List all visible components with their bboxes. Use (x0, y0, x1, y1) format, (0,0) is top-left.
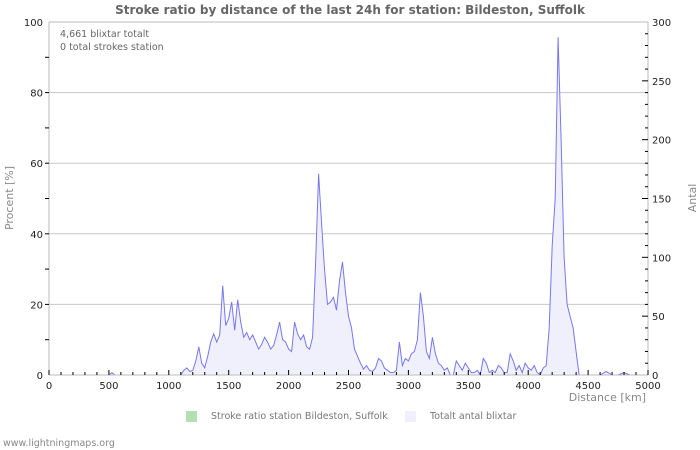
footer-link[interactable]: www.lightningmaps.org (3, 438, 115, 449)
legend-label: Stroke ratio station Bildeston, Suffolk (211, 411, 388, 422)
axis-ticks: 0 500 1000 1500 2000 2500 3000 3500 4000 4500 5000… (24, 18, 671, 392)
right-axis-title: Antal (686, 184, 699, 213)
data-area-total-strokes (49, 37, 648, 377)
right-tick-label: 200 (652, 136, 671, 147)
legend-item-total-strokes[interactable]: Totalt antal blixtar (405, 411, 516, 422)
x-axis-title: Distance [km] (569, 391, 646, 404)
legend-label: Totalt antal blixtar (430, 411, 517, 422)
station-strokes-info: 0 total strokes station (60, 42, 164, 53)
left-tick-label: 80 (30, 89, 43, 100)
x-tick-label: 4500 (575, 381, 600, 392)
x-tick-label: 2500 (336, 381, 361, 392)
left-tick-label: 40 (30, 230, 43, 241)
right-tick-label: 250 (652, 77, 671, 88)
legend-item-station-ratio[interactable]: Stroke ratio station Bildeston, Suffolk (186, 411, 388, 422)
total-strikes-info: 4,661 blixtar totalt (60, 29, 149, 40)
left-tick-label: 60 (30, 159, 43, 170)
x-tick-label: 1000 (156, 381, 181, 392)
right-tick-label: 50 (652, 312, 665, 323)
x-tick-label: 5000 (635, 381, 660, 392)
left-tick-label: 0 (37, 371, 43, 382)
chart-title: Stroke ratio by distance of the last 24h… (115, 3, 585, 17)
area-line (49, 37, 648, 377)
area-fill (49, 37, 648, 376)
x-tick-label: 3000 (396, 381, 421, 392)
left-tick-label: 100 (24, 18, 43, 29)
x-tick-label: 4000 (515, 381, 540, 392)
x-tick-label: 1500 (216, 381, 241, 392)
legend-swatch-green (186, 411, 197, 422)
right-tick-label: 0 (652, 371, 658, 382)
right-tick-label: 150 (652, 195, 671, 206)
x-tick-label: 0 (46, 381, 52, 392)
x-tick-label: 500 (99, 381, 118, 392)
right-tick-label: 300 (652, 18, 671, 29)
left-tick-label: 20 (30, 300, 43, 311)
right-tick-label: 100 (652, 253, 671, 264)
x-tick-label: 3500 (456, 381, 481, 392)
x-tick-label: 2000 (276, 381, 301, 392)
left-axis-title: Procent [%] (3, 166, 16, 230)
legend-swatch-lavender (405, 411, 416, 422)
legend: Stroke ratio station Bildeston, Suffolk … (0, 411, 700, 425)
